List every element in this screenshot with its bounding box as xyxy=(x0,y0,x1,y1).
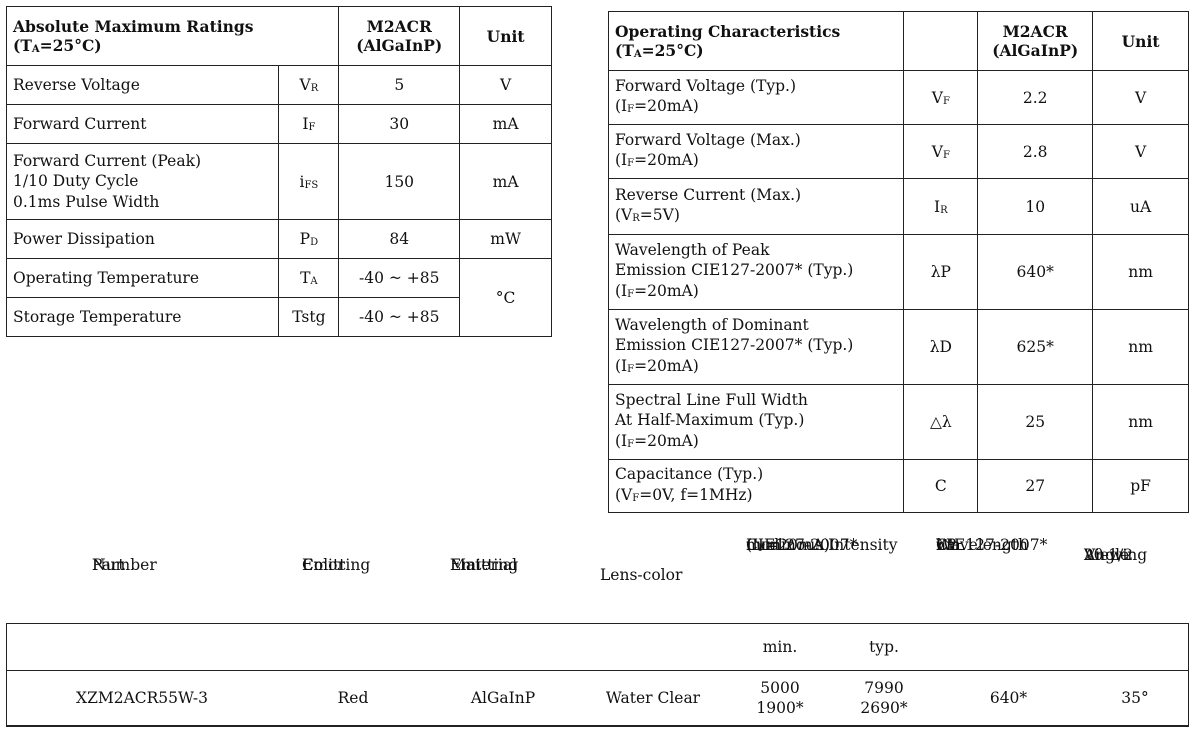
unit-cell: pF xyxy=(1092,459,1189,513)
op-char-header-spacer xyxy=(903,11,979,71)
lum-min-cell: 5000 1900* xyxy=(728,670,832,726)
sub-min-label: min. xyxy=(728,623,832,671)
part-number-table: min. typ. XZM2ACR55W-3 Red AlGaInP Water… xyxy=(6,623,1189,726)
sub-typ-label: typ. xyxy=(832,623,936,671)
unit-cell: V xyxy=(1092,70,1189,125)
abs-max-unit-header: Unit xyxy=(459,6,552,66)
unit-cell: V xyxy=(1092,124,1189,179)
table-row: Forward Voltage (Typ.) (IF=20mA) VF 2.2 … xyxy=(607,70,1189,125)
table-subheader-row: min. typ. xyxy=(6,623,1189,671)
symbol-cell: iFS xyxy=(278,143,340,220)
value-cell: 640* xyxy=(977,234,1094,310)
table-row: Spectral Line Full Width At Half-Maximum… xyxy=(607,384,1189,460)
unit-cell: nm xyxy=(1092,309,1189,385)
op-char-condition: (TA=25°C) xyxy=(615,41,704,60)
unit-cell: °C xyxy=(459,258,552,337)
op-char-title: Operating Characteristics xyxy=(615,22,841,41)
table-row: Capacitance (Typ.) (VF=0V, f=1MHz) C 27 … xyxy=(607,459,1189,513)
color-cell: Red xyxy=(278,670,428,726)
op-char-model-header: M2ACR (AlGaInP) xyxy=(977,11,1094,71)
symbol-cell: VF xyxy=(903,124,979,179)
unit-cell: mW xyxy=(459,219,552,259)
value-cell: 84 xyxy=(338,219,461,259)
param-cell: Power Dissipation xyxy=(5,219,280,259)
unit-cell: mA xyxy=(459,143,552,220)
param-cell: Storage Temperature xyxy=(5,297,280,337)
table-row: Forward Current IF 30 mA xyxy=(5,104,552,144)
value-cell: 150 xyxy=(338,143,461,220)
symbol-cell: Tstg xyxy=(278,297,340,337)
param-cell: Forward Voltage (Max.) (IF=20mA) xyxy=(607,124,905,179)
table-row: Forward Current (Peak) 1/10 Duty Cycle 0… xyxy=(5,143,552,220)
op-char-header: Operating Characteristics (TA=25°C) xyxy=(607,11,905,71)
value-cell: 2.2 xyxy=(977,70,1094,125)
absolute-maximum-ratings-table: Absolute Maximum Ratings (TA=25°C) M2ACR… xyxy=(5,6,552,337)
param-cell: Wavelength of Peak Emission CIE127-2007*… xyxy=(607,234,905,310)
param-cell: Capacitance (Typ.) (VF=0V, f=1MHz) xyxy=(607,459,905,513)
wavelength-cell: 640* xyxy=(936,670,1081,726)
material-cell: AlGaInP xyxy=(428,670,578,726)
param-cell: Operating Temperature xyxy=(5,258,280,298)
abs-max-header: Absolute Maximum Ratings (TA=25°C) xyxy=(5,6,340,66)
param-cell: Reverse Voltage xyxy=(5,65,280,105)
value-cell: 30 xyxy=(338,104,461,144)
table-row: Power Dissipation PD 84 mW xyxy=(5,219,552,259)
unit-cell: mA xyxy=(459,104,552,144)
symbol-cell: VR xyxy=(278,65,340,105)
op-char-unit-header: Unit xyxy=(1092,11,1189,71)
symbol-cell: PD xyxy=(278,219,340,259)
lum-typ-cell: 7990 2690* xyxy=(832,670,936,726)
param-cell: Forward Current xyxy=(5,104,280,144)
value-cell: -40 ~ +85 xyxy=(338,297,461,337)
abs-max-condition: (TA=25°C) xyxy=(13,36,102,55)
symbol-cell: △λ xyxy=(903,384,979,460)
table-row: Operating Temperature TA -40 ~ +85 °C xyxy=(5,258,552,337)
symbol-cell: IF xyxy=(278,104,340,144)
table-row: Wavelength of Peak Emission CIE127-2007*… xyxy=(607,234,1189,310)
symbol-cell: λD xyxy=(903,309,979,385)
param-cell: Spectral Line Full Width At Half-Maximum… xyxy=(607,384,905,460)
unit-cell: nm xyxy=(1092,384,1189,460)
value-cell: 5 xyxy=(338,65,461,105)
table-row: Wavelength of Dominant Emission CIE127-2… xyxy=(607,309,1189,385)
table-row: Forward Voltage (Max.) (IF=20mA) VF 2.8 … xyxy=(607,124,1189,179)
param-cell: Forward Voltage (Typ.) (IF=20mA) xyxy=(607,70,905,125)
table-row: Reverse Voltage VR 5 V xyxy=(5,65,552,105)
abs-max-title: Absolute Maximum Ratings xyxy=(13,17,254,36)
value-cell: 625* xyxy=(977,309,1094,385)
unit-cell: V xyxy=(459,65,552,105)
unit-cell: uA xyxy=(1092,178,1189,235)
value-cell: 25 xyxy=(977,384,1094,460)
value-cell: 2.8 xyxy=(977,124,1094,179)
value-cell: 10 xyxy=(977,178,1094,235)
table-row: Reverse Current (Max.) (VR=5V) IR 10 uA xyxy=(607,178,1189,235)
part-number-cell: XZM2ACR55W-3 xyxy=(6,670,278,726)
lens-cell: Water Clear xyxy=(578,670,728,726)
symbol-cell: C xyxy=(903,459,979,513)
value-cell: 27 xyxy=(977,459,1094,513)
param-cell: Forward Current (Peak) 1/10 Duty Cycle 0… xyxy=(5,143,280,220)
table-row: Storage Temperature Tstg -40 ~ +85 xyxy=(5,297,552,337)
abs-max-model-header: M2ACR (AlGaInP) xyxy=(338,6,461,66)
table-row: XZM2ACR55W-3 Red AlGaInP Water Clear 500… xyxy=(6,670,1189,726)
symbol-cell: TA xyxy=(278,258,340,298)
param-cell: Reverse Current (Max.) (VR=5V) xyxy=(607,178,905,235)
symbol-cell: IR xyxy=(903,178,979,235)
unit-cell: nm xyxy=(1092,234,1189,310)
operating-characteristics-table: Operating Characteristics (TA=25°C) M2AC… xyxy=(607,11,1189,513)
viewing-angle-cell: 35° xyxy=(1081,670,1189,726)
symbol-cell: VF xyxy=(903,70,979,125)
param-cell: Wavelength of Dominant Emission CIE127-2… xyxy=(607,309,905,385)
symbol-cell: λP xyxy=(903,234,979,310)
value-cell: -40 ~ +85 xyxy=(338,258,461,298)
